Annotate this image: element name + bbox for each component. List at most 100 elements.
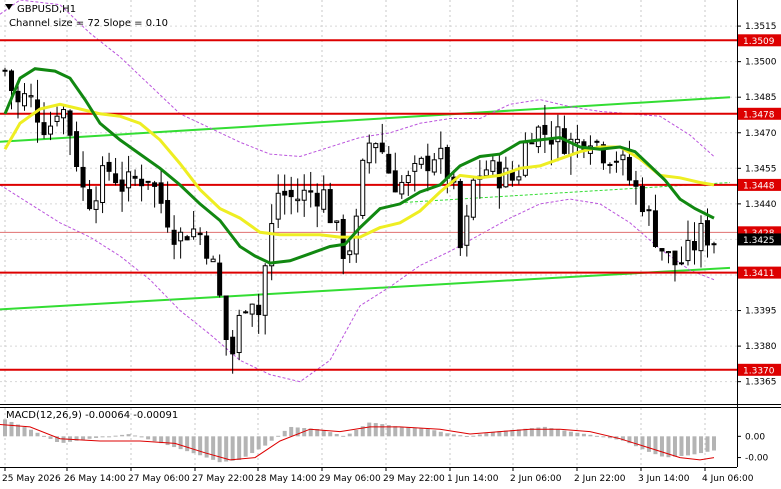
macd-hist-bar — [204, 436, 209, 458]
x-tick-label: 2 Jun 22:00 — [574, 474, 626, 484]
macd-panel — [0, 404, 781, 463]
current-price-label: 1.3425 — [743, 236, 775, 246]
macd-hist-bar — [575, 432, 580, 437]
candle-bull — [100, 165, 106, 203]
candle-bear — [106, 161, 112, 172]
macd-hist-bar — [237, 436, 242, 461]
macd-hist-bar — [282, 430, 287, 437]
candle-bear — [672, 250, 678, 266]
level-price-label: 1.3370 — [743, 366, 775, 376]
macd-hist-bar — [178, 436, 183, 450]
candle-bear — [217, 262, 223, 296]
candle-bull — [665, 251, 671, 254]
grid — [0, 0, 737, 467]
y-tick-label: 1.3470 — [745, 129, 777, 139]
macd-hist-bar — [373, 423, 378, 437]
level-price-tag — [738, 178, 781, 191]
level-price-tag — [738, 34, 781, 47]
candle-bear — [41, 122, 47, 136]
candle-bull — [347, 250, 353, 256]
candle-bear — [80, 166, 86, 188]
macd-hist-bar — [55, 436, 60, 443]
y-tick-label: 1.3395 — [745, 307, 777, 317]
macd-hist-bar — [412, 428, 417, 437]
macd-hist-bar — [269, 436, 274, 441]
macd-tick-label: -0.00 — [745, 454, 769, 464]
candle-bull — [48, 125, 54, 135]
y-tick-label: 1.3380 — [745, 342, 777, 352]
candle-bull — [529, 142, 535, 145]
macd-hist-bar — [549, 428, 554, 437]
candle-bear — [308, 190, 314, 193]
macd-hist-bar — [490, 432, 495, 437]
candle-bear — [74, 131, 80, 168]
macd-hist-bar — [22, 427, 27, 437]
macd-hist-bar — [308, 428, 313, 437]
macd-hist-bar — [250, 436, 255, 454]
y-tick-label: 1.3365 — [745, 378, 777, 388]
macd-hist-bar — [529, 428, 534, 437]
x-tick-label: 4 Jun 06:00 — [702, 474, 754, 484]
candle-bull — [191, 228, 197, 238]
candle-bear — [67, 110, 73, 136]
macd-hist-bar — [347, 433, 352, 437]
channel-lower-line — [0, 266, 731, 311]
macd-hist-bar — [425, 429, 430, 437]
macd-hist-bar — [217, 436, 222, 463]
envelope-lower-line — [0, 184, 715, 383]
macd-hist-bar — [198, 436, 203, 456]
macd-hist-bar — [126, 434, 131, 437]
macd-hist-bar — [510, 429, 515, 437]
ma-yellow-line — [3, 102, 715, 239]
x-tick-label: 3 Jun 14:00 — [638, 474, 690, 484]
level-price-tag — [738, 266, 781, 279]
candle-bear — [327, 189, 333, 224]
macd-hist-bar — [3, 419, 7, 437]
candle-bull — [249, 303, 255, 315]
candle-bear — [704, 220, 710, 246]
candle-bull — [54, 115, 60, 122]
macd-hist-bar — [243, 436, 248, 457]
level-price-label: 1.3478 — [743, 110, 775, 120]
macd-hist-bar — [640, 436, 645, 450]
x-tick-label: 26 May 14:00 — [64, 474, 126, 484]
macd-hist-bar — [581, 433, 586, 437]
channel-upper-line — [0, 96, 731, 143]
macd-hist-bar — [321, 430, 326, 437]
macd-hist-bar — [666, 436, 671, 458]
macd-hist-bar — [16, 424, 21, 437]
candle-bull — [483, 169, 489, 177]
candle-bear — [197, 232, 203, 236]
price-tags: 1.35091.34781.34481.34281.34251.34111.33… — [738, 34, 781, 376]
macd-hist-bar — [646, 436, 651, 452]
candle-bull — [620, 154, 626, 161]
candle-bear — [145, 180, 151, 183]
candle-bear — [646, 209, 652, 212]
candle-bear — [288, 189, 294, 198]
candle-bear — [139, 178, 145, 187]
candle-bear — [691, 240, 697, 251]
y-tick-label: 1.3440 — [745, 200, 777, 210]
macd-hist-bar — [627, 436, 632, 444]
envelope-bands — [0, 0, 715, 383]
macd-hist-bar — [139, 436, 144, 438]
macd-hist-bar — [438, 431, 443, 437]
macd-hist-bar — [568, 431, 573, 437]
macd-hist-bar — [165, 436, 170, 446]
macd-hist-bar — [263, 436, 268, 446]
x-tick-label: 28 May 14:00 — [255, 474, 317, 484]
macd-hist-bar — [393, 426, 398, 437]
level-price-label: 1.3448 — [743, 181, 775, 191]
macd-hist-bar — [185, 436, 190, 452]
candle-bull — [685, 239, 691, 262]
x-tick-label: 29 May 22:00 — [383, 474, 445, 484]
macd-hist-bar — [712, 436, 716, 451]
candle-bear — [607, 163, 613, 166]
macd-hist-bar — [542, 426, 547, 437]
candle-bear — [639, 185, 645, 213]
candle-bull — [503, 167, 509, 188]
macd-hist-bar — [653, 436, 658, 455]
level-price-tag — [738, 107, 781, 120]
macd-hist-bar — [48, 436, 53, 439]
macd-hist-bar — [386, 425, 391, 437]
